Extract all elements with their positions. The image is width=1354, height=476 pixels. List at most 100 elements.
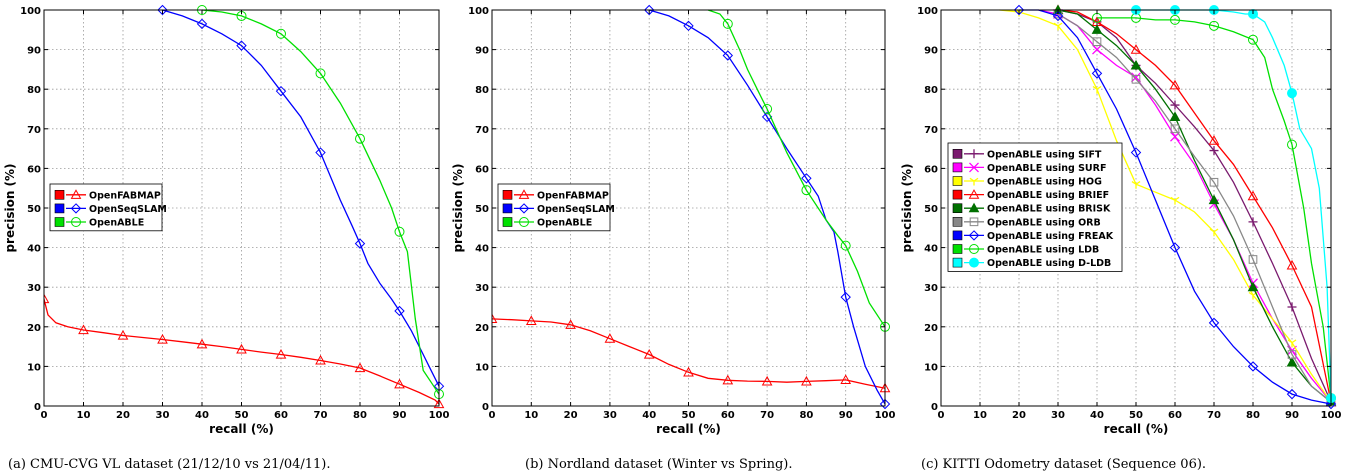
legend-marker — [968, 230, 980, 241]
data-point — [722, 374, 734, 385]
data-point — [315, 354, 326, 365]
legend-item: OpenABLE using BRIEF — [952, 189, 1109, 201]
data-point — [236, 343, 247, 354]
x-tick-label: 40 — [642, 410, 656, 421]
data-point — [1287, 302, 1297, 312]
legend-item: OpenSeqSLAM — [54, 203, 167, 215]
series-line — [649, 9, 886, 405]
data-point — [1170, 100, 1180, 110]
x-tick-label: 90 — [839, 410, 853, 421]
legend-swatch — [502, 217, 513, 227]
x-tick-label: 0 — [938, 410, 945, 421]
legend-box — [497, 183, 611, 232]
data-point — [1247, 281, 1259, 292]
series-line — [1038, 9, 1332, 403]
data-point — [354, 238, 366, 249]
x-tick-label: 40 — [195, 410, 209, 421]
data-point — [1091, 68, 1103, 79]
y-tick-label: 30 — [27, 283, 41, 294]
data-point — [354, 362, 366, 373]
data-point — [801, 185, 812, 196]
chart-panel-2: 0 10 20 30 40 50 60 70 80 90 100 0 10 20 30 40 50 60 70 80 9… — [451, 4, 896, 472]
data-point — [394, 305, 405, 317]
y-tick-label: 70 — [27, 125, 41, 136]
legend-swatch — [54, 190, 65, 200]
legend-marker — [968, 202, 980, 213]
series-line — [1057, 13, 1332, 403]
data-point — [196, 338, 208, 349]
series-openable-using-hog — [999, 8, 1336, 407]
data-point — [394, 378, 405, 389]
data-point — [1209, 146, 1219, 156]
y-tick-label: 20 — [475, 323, 489, 334]
data-point — [78, 324, 89, 335]
data-point — [1130, 147, 1142, 158]
y-tick-label: 40 — [924, 244, 938, 255]
legend-label: OpenABLE using SURF — [987, 163, 1106, 174]
data-point — [492, 313, 498, 323]
data-point — [879, 398, 891, 410]
data-point — [1130, 44, 1142, 54]
y-tick-label: 60 — [475, 164, 489, 175]
data-point — [196, 18, 208, 30]
legend-label: OpenSeqSLAM — [537, 204, 615, 215]
legend-marker — [518, 189, 530, 199]
series-line — [1057, 9, 1332, 403]
legend-label: OpenABLE using ORB — [987, 217, 1101, 228]
data-point — [1092, 37, 1102, 47]
data-point — [275, 348, 287, 359]
legend-swatch — [952, 244, 963, 254]
data-point — [1286, 356, 1298, 367]
data-point — [1169, 242, 1181, 253]
series-line — [1057, 9, 1332, 403]
data-point — [1169, 111, 1181, 122]
legend-marker — [71, 217, 81, 227]
data-point — [1053, 22, 1063, 31]
data-point — [1209, 177, 1219, 187]
legend-swatch — [952, 162, 963, 173]
legend-item: OpenABLE — [502, 217, 592, 229]
y-tick-label: 0 — [482, 402, 489, 413]
y-tick-label: 0 — [931, 402, 938, 413]
x-tick-label: 10 — [77, 410, 91, 421]
x-tick-label: 0 — [41, 410, 48, 421]
x-tick-label: 100 — [875, 410, 896, 421]
data-point — [1170, 196, 1180, 205]
series-line — [707, 9, 886, 328]
x-tick-label: 80 — [353, 410, 367, 421]
x-tick-label: 60 — [1168, 410, 1182, 421]
legend: OpenFABMAP OpenSeqSLAM OpenABLE — [497, 183, 615, 232]
legend-item: OpenABLE using BRISK — [952, 202, 1111, 215]
legend-item: OpenABLE using SIFT — [952, 149, 1102, 160]
y-tick-label: 0 — [34, 402, 41, 413]
data-point — [1052, 10, 1064, 22]
y-tick-label: 30 — [924, 283, 938, 294]
data-point — [157, 333, 168, 344]
data-point — [643, 348, 655, 359]
x-axis-label: recall (%) — [209, 422, 274, 436]
data-point — [761, 375, 773, 386]
y-tick-label: 90 — [475, 46, 489, 57]
data-point — [1286, 259, 1298, 270]
data-point — [1209, 20, 1219, 31]
legend-swatch — [54, 203, 65, 214]
legend-item: OpenABLE using LDB — [952, 244, 1099, 256]
x-axis-label: recall (%) — [1104, 422, 1169, 436]
data-point — [1131, 74, 1141, 84]
figure-caption: (a) CMU-CVG VL dataset (21/12/10 vs 21/0… — [8, 457, 331, 472]
y-tick-label: 100 — [917, 6, 938, 17]
x-tick-label: 10 — [524, 410, 538, 421]
y-tick-label: 70 — [924, 125, 938, 136]
y-tick-label: 70 — [475, 125, 489, 136]
y-tick-label: 80 — [475, 85, 489, 96]
series-line — [201, 9, 440, 395]
legend-marker — [969, 217, 979, 227]
data-point — [683, 20, 694, 32]
series-openable-using-orb — [1053, 9, 1336, 407]
data-point — [1091, 24, 1103, 34]
x-tick-label: 80 — [799, 410, 813, 421]
figure-caption: (b) Nordland dataset (Winter vs Spring). — [525, 457, 792, 472]
data-point — [275, 85, 287, 97]
x-tick-label: 100 — [1321, 410, 1342, 421]
series-line — [162, 9, 440, 387]
